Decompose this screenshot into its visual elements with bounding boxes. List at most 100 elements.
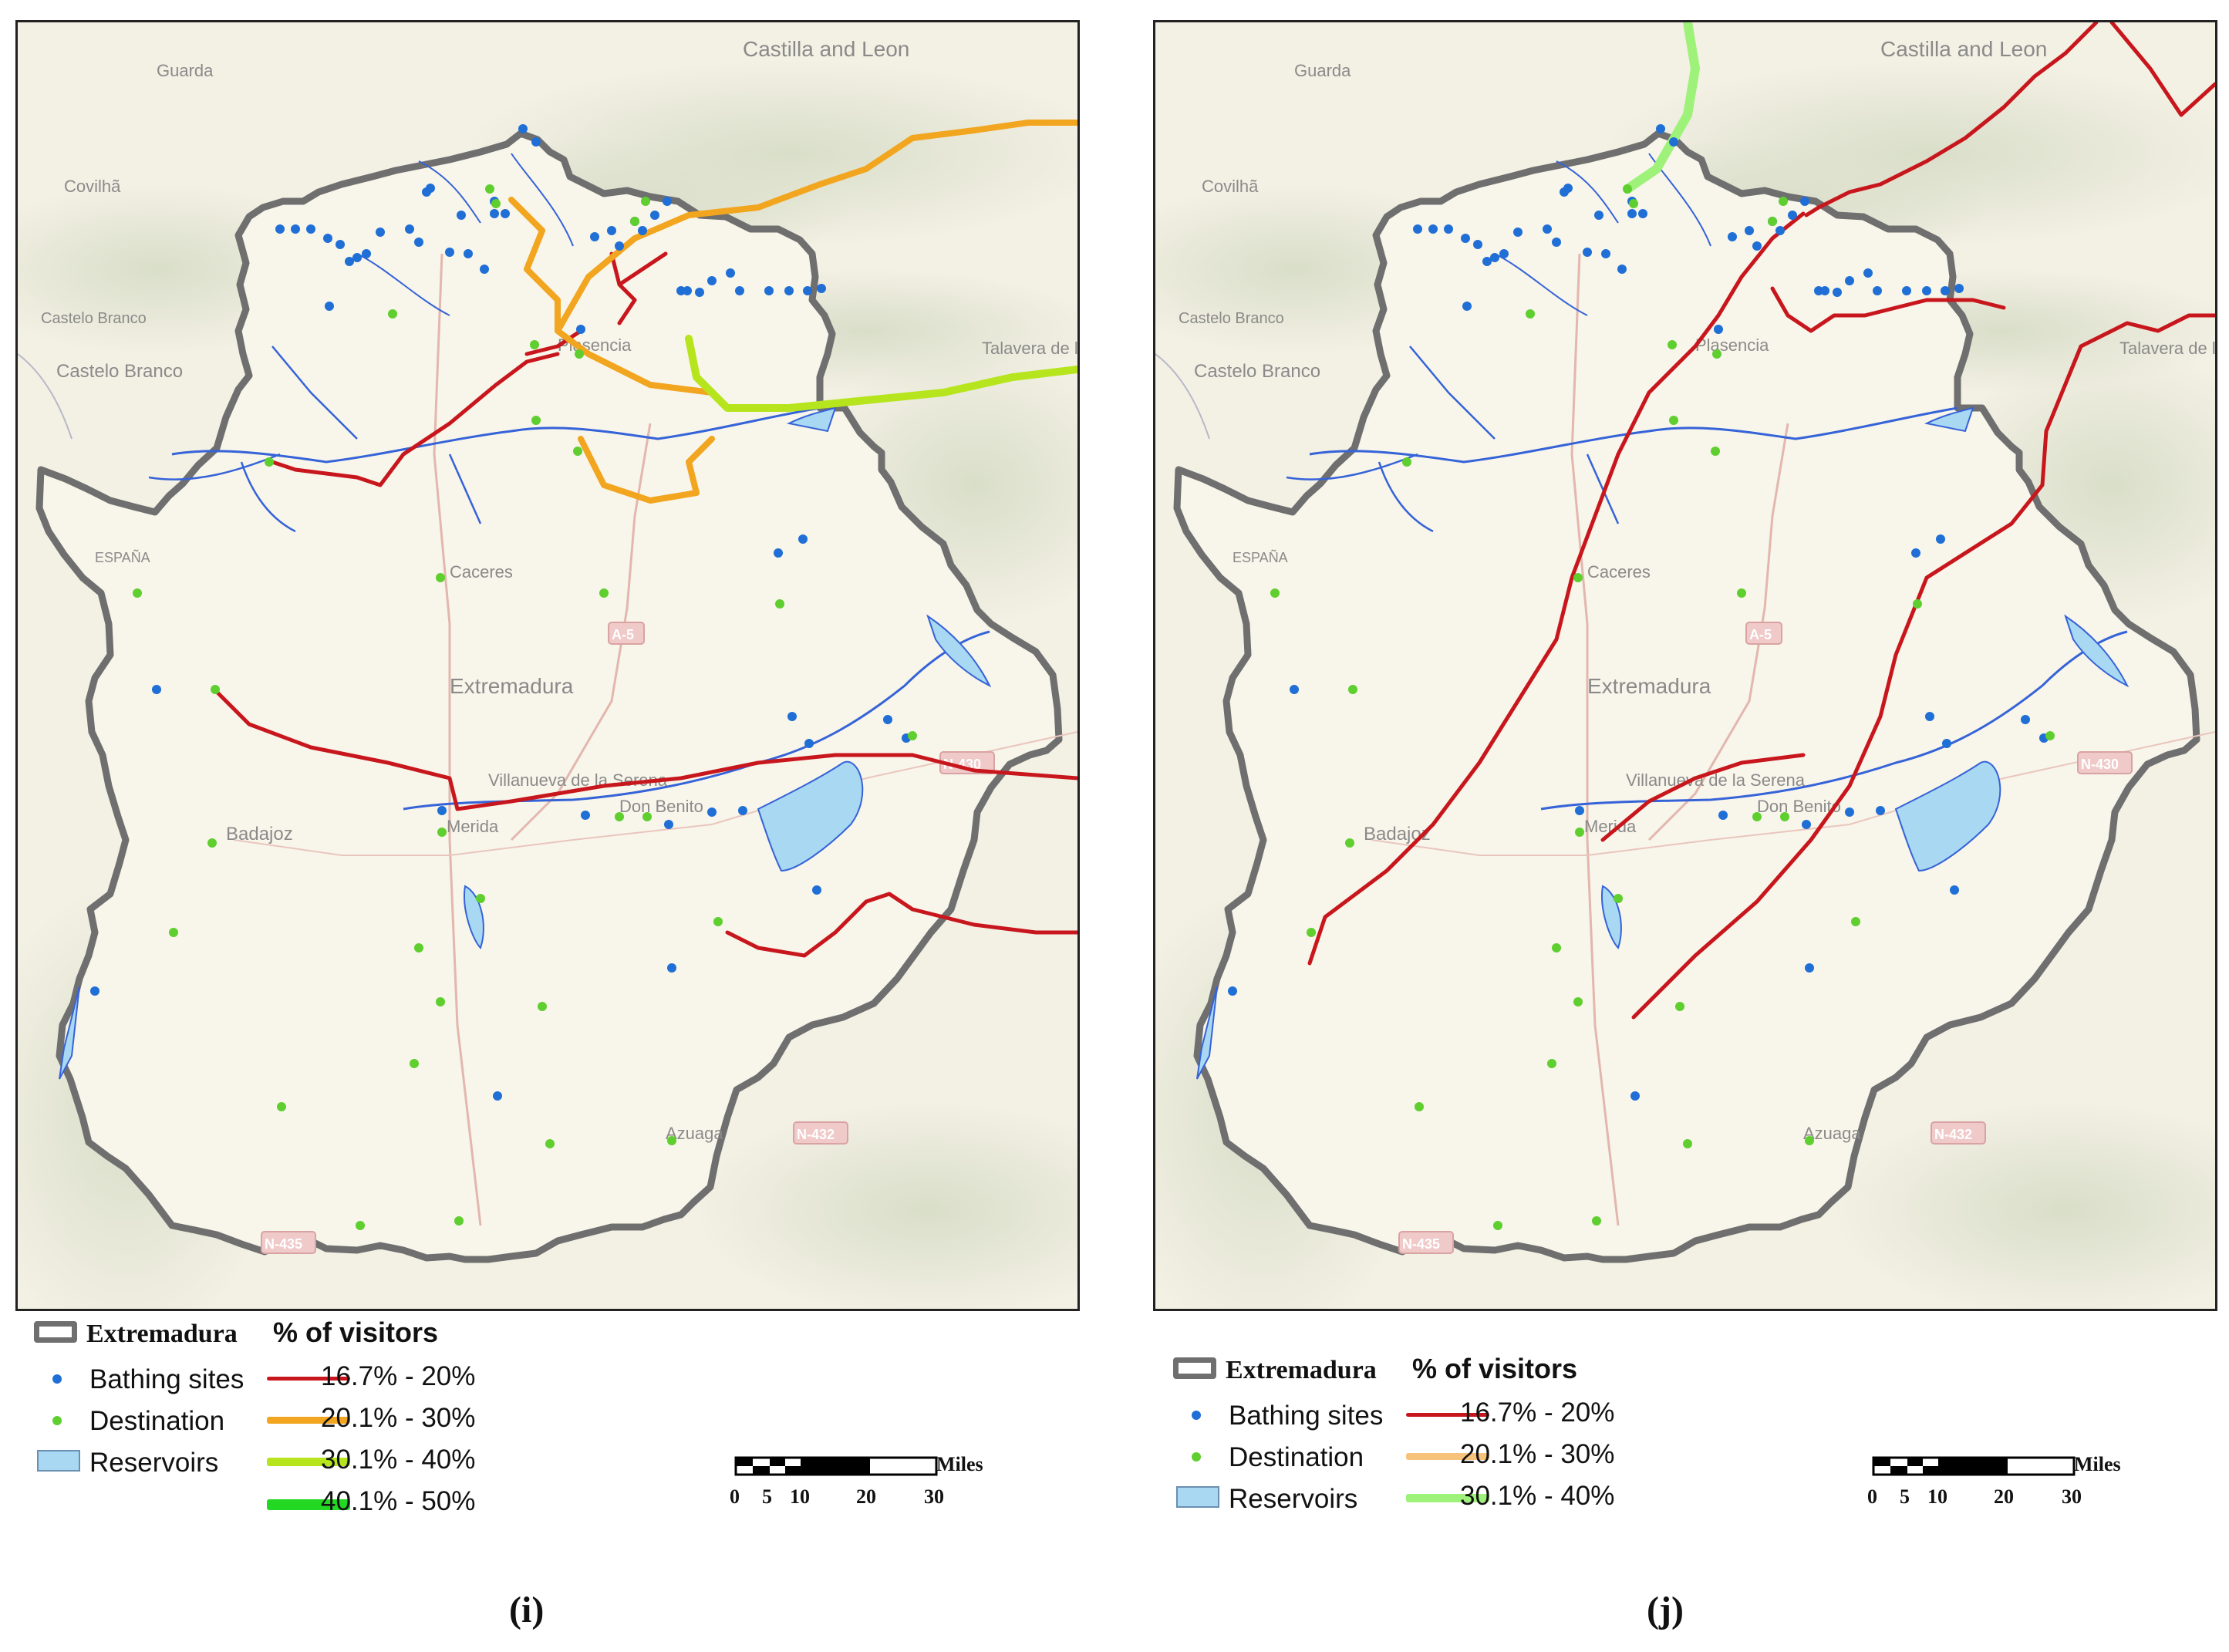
bathing-site <box>352 253 362 262</box>
destination <box>1683 1139 1692 1148</box>
bathing-site <box>1290 685 1299 694</box>
bathing-site <box>1752 241 1762 251</box>
bathing-site <box>1714 325 1723 334</box>
road-n430 <box>233 731 1077 856</box>
bathing-site <box>1902 286 1911 295</box>
scale-tick-5: 5 <box>762 1485 772 1508</box>
extremadura-boundary <box>1173 130 2200 1263</box>
reservoir-alqueva <box>1196 986 1218 1080</box>
destination <box>1526 309 1535 319</box>
bathing-site <box>1911 548 1920 558</box>
bathing-sites-symbol <box>52 1374 62 1384</box>
destination <box>1623 184 1632 194</box>
scale-bar-j: Miles 0 5 10 20 30 <box>1867 1453 2150 1518</box>
destination <box>1668 340 1677 349</box>
bathing-site <box>445 248 454 257</box>
bathing-site <box>414 238 423 247</box>
bathing-site <box>1845 276 1854 285</box>
bathing-site <box>1941 286 1950 295</box>
reservoir-cijara <box>926 614 992 688</box>
class-3-symbol <box>1406 1494 1489 1502</box>
place-label: Castelo Branco <box>1194 361 1320 382</box>
destination <box>356 1221 365 1230</box>
map-j[interactable]: Guarda Castilla and Leon Covilhã Castelo Br… <box>1153 20 2217 1311</box>
place-label: Extremadura <box>1587 674 1711 698</box>
bathing-site <box>464 249 473 258</box>
bathing-site <box>291 224 300 234</box>
legend-region-symbol <box>1173 1357 1216 1379</box>
bathing-site <box>1552 238 1561 247</box>
bathing-site <box>638 226 647 235</box>
road-shield-label: A-5 <box>1749 627 1772 642</box>
bathing-site <box>1473 240 1482 249</box>
caption-j: (j) <box>1647 1590 1684 1630</box>
bathing-site <box>1627 209 1637 218</box>
destination-symbol <box>52 1416 62 1425</box>
destination <box>1805 1136 1814 1145</box>
class-3-symbol <box>267 1458 350 1466</box>
destination <box>437 828 447 837</box>
bathing-site <box>1863 268 1873 278</box>
destination <box>1712 349 1721 359</box>
visitor-flow-line <box>1623 22 1700 194</box>
place-label: Villanueva de la Serena <box>488 770 668 790</box>
scale-tick-0: 0 <box>730 1485 740 1508</box>
bathing-site <box>1802 820 1811 829</box>
place-label: Talavera de la Reina <box>982 339 1077 358</box>
caption-i: (i) <box>509 1590 545 1630</box>
destination <box>1493 1221 1502 1230</box>
bathing-site <box>1490 253 1499 262</box>
place-label: Badajoz <box>1364 824 1431 845</box>
bathing-site <box>1575 806 1584 815</box>
visitor-flow-line <box>270 251 668 487</box>
destination <box>1573 573 1583 582</box>
visitor-flow-line <box>725 892 1077 958</box>
place-label: Villanueva de la Serena <box>1626 770 1806 790</box>
bathing-site <box>490 209 499 218</box>
bathing-site <box>764 286 774 295</box>
destination <box>388 309 397 319</box>
map-i[interactable]: Guarda Castilla and Leon Covilhã Castelo Br… <box>15 20 1080 1311</box>
bathing-site <box>345 257 354 266</box>
bathing-site <box>817 284 826 293</box>
legend-region-symbol <box>34 1321 77 1343</box>
bathing-site <box>1845 807 1854 817</box>
destination <box>641 197 650 206</box>
scale-unit: Miles <box>936 1453 983 1475</box>
place-label: Castilla and Leon <box>1880 37 2047 61</box>
bathing-site <box>576 325 585 334</box>
bathing-site <box>650 211 659 220</box>
bathing-site <box>1876 806 1885 815</box>
bathing-site <box>683 286 692 295</box>
bathing-site <box>1873 286 1882 295</box>
destination <box>1737 588 1746 598</box>
destination <box>436 573 445 582</box>
bathing-site <box>1583 248 1592 257</box>
destination <box>1575 828 1584 837</box>
destination <box>1768 217 1777 226</box>
bathing-site <box>336 240 345 249</box>
legend-destination: Destination <box>1229 1442 1364 1472</box>
reservoir-serena <box>757 760 864 872</box>
place-label: Caceres <box>1587 562 1651 582</box>
place-label: Covilhã <box>64 177 121 196</box>
bathing-site <box>1462 302 1472 311</box>
bathing-site <box>664 820 673 829</box>
road-shield <box>1398 1231 1454 1254</box>
road-shield-label: N-432 <box>797 1127 835 1142</box>
road-shield-label: N-435 <box>265 1236 302 1252</box>
bathing-site <box>581 811 590 820</box>
place-label: ESPAÑA <box>95 549 150 565</box>
bathing-site <box>518 124 528 133</box>
bathing-site <box>1718 811 1728 820</box>
legend-reservoirs: Reservoirs <box>1229 1484 1358 1514</box>
reservoir-alcantara <box>786 406 837 433</box>
river-tributaries <box>1286 346 1620 533</box>
bathing-site <box>1656 124 1665 133</box>
bathing-site <box>663 197 672 206</box>
bathing-site <box>501 209 510 218</box>
destination <box>1779 197 1788 206</box>
destination <box>1629 199 1638 208</box>
reservoirs-symbol <box>37 1450 80 1472</box>
destination <box>530 340 539 349</box>
